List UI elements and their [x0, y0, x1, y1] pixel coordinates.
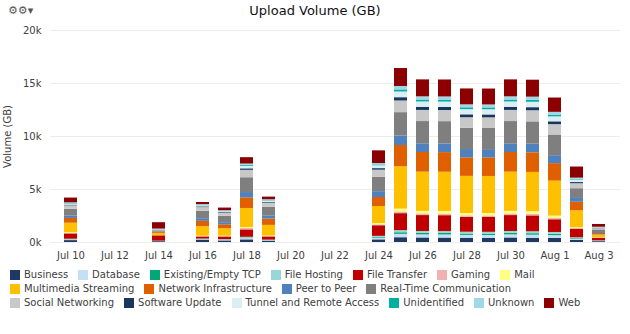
html-text:Real-Time Communication: Real-Time Communication — [380, 283, 512, 294]
html-text:Software Update: Software Update — [138, 297, 222, 308]
html-text:File Hosting: File Hosting — [284, 269, 343, 280]
html-text:Network Infrastructure: Network Infrastructure — [158, 283, 272, 294]
svg-text:Jul 24: Jul 24 — [364, 250, 393, 261]
svg-text:Aug 3: Aug 3 — [584, 250, 613, 261]
html-text:Unknown: Unknown — [488, 297, 535, 308]
svg-text:Volume (GB): Volume (GB) — [2, 105, 13, 168]
html-text:Business: Business — [24, 269, 69, 280]
svg-text:20k: 20k — [23, 25, 42, 36]
html-text:Gaming: Gaming — [451, 269, 491, 280]
html-text:Tunnel and Remote Access: Tunnel and Remote Access — [245, 297, 380, 308]
html-text:Mail: Mail — [514, 269, 535, 280]
html-text:Existing/Empty TCP: Existing/Empty TCP — [163, 269, 261, 280]
svg-text:Aug 1: Aug 1 — [540, 250, 569, 261]
html-text:Social Networking: Social Networking — [24, 297, 114, 308]
svg-text:10k: 10k — [23, 131, 42, 142]
svg-text:Jul 10: Jul 10 — [56, 250, 85, 261]
svg-text:Jul 30: Jul 30 — [496, 250, 525, 261]
svg-text:Jul 16: Jul 16 — [188, 250, 217, 261]
html-text:Database: Database — [92, 269, 140, 280]
html-text:Web: Web — [558, 297, 581, 308]
html-text:Unidentified: Unidentified — [403, 297, 464, 308]
svg-text:Jul 20: Jul 20 — [276, 250, 305, 261]
svg-text:Jul 18: Jul 18 — [232, 250, 261, 261]
svg-text:Jul 26: Jul 26 — [408, 250, 437, 261]
svg-text:Jul 14: Jul 14 — [144, 250, 173, 261]
html-text:Multimedia Streaming: Multimedia Streaming — [24, 283, 135, 294]
svg-text:Jul 28: Jul 28 — [452, 250, 481, 261]
svg-text:5k: 5k — [29, 184, 41, 195]
html-text:Upload Volume (GB): Upload Volume (GB) — [249, 2, 381, 18]
svg-text:Jul 12: Jul 12 — [100, 250, 129, 261]
svg-text:15k: 15k — [23, 78, 42, 89]
svg-text:Jul 22: Jul 22 — [320, 250, 349, 261]
svg-text:0k: 0k — [29, 237, 41, 248]
html-text:File Transfer: File Transfer — [366, 269, 428, 280]
html-text:Peer to Peer: Peer to Peer — [295, 283, 357, 294]
